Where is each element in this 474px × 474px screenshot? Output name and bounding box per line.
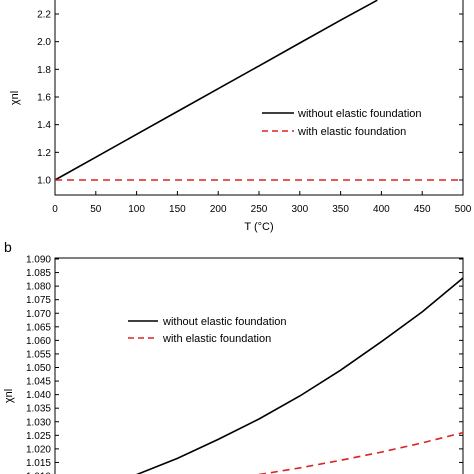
x-tick-label-a: 0	[52, 204, 58, 215]
y-tick-label-b: 1.085	[26, 268, 51, 279]
y-tick-label-a: 1.0	[37, 176, 51, 187]
x-tick-label-a: 500	[455, 204, 472, 215]
y-tick-label-a: 2.0	[37, 37, 51, 48]
y-tick-label-b: 1.050	[26, 363, 51, 374]
y-tick-label-b: 1.040	[26, 390, 51, 401]
panel-a: 1.0 1.2 1.4 1.6 1.8 2.0 2.2 0 50 100 150 200 250 300 3…	[9, 0, 472, 233]
y-tick-label-b: 1.030	[26, 417, 51, 428]
y-tick-label-a: 1.8	[37, 65, 51, 76]
y-tick-label-b: 1.080	[26, 282, 51, 293]
panel-a-y-axis-title: χnl	[9, 91, 21, 105]
panel-b-y-axis-title: χnl	[3, 389, 15, 403]
y-tick-label-b: 1.045	[26, 377, 51, 388]
panel-a-ticks: 1.0 1.2 1.4 1.6 1.8 2.0 2.2 0 50 100 150 200 250 300 3…	[37, 10, 472, 216]
x-tick-label-a: 450	[414, 204, 431, 215]
legend-a-label-with: with elastic foundation	[297, 126, 406, 138]
y-tick-label-b: 1.070	[26, 309, 51, 320]
x-tick-label-a: 50	[90, 204, 102, 215]
series-line-a-without-foundation	[54, 0, 378, 181]
x-tick-label-a: 250	[251, 204, 268, 215]
panel-b: b 1.0101.0151.0201.0251.0301.0351.0401.0…	[3, 239, 464, 474]
panel-a-plot-frame	[54, 0, 464, 196]
panel-a-legend: without elastic foundation with elastic …	[262, 108, 422, 138]
panel-a-x-axis-title: T (°C)	[244, 221, 273, 233]
y-tick-label-a: 1.2	[37, 148, 51, 159]
y-tick-label-b: 1.020	[26, 444, 51, 455]
series-line-b-without-foundation	[136, 277, 464, 474]
panel-b-plot-frame	[54, 257, 464, 474]
y-tick-label-b: 1.010	[26, 472, 51, 474]
y-tick-label-b: 1.035	[26, 404, 51, 415]
legend-a-label-without: without elastic foundation	[297, 108, 422, 120]
y-tick-label-a: 1.4	[37, 120, 51, 131]
panel-b-letter: b	[4, 239, 12, 255]
x-tick-label-a: 300	[291, 204, 308, 215]
legend-b-label-without: without elastic foundation	[162, 316, 287, 328]
y-tick-label-b: 1.060	[26, 336, 51, 347]
y-tick-label-b: 1.065	[26, 322, 51, 333]
y-tick-label-b: 1.055	[26, 349, 51, 360]
y-tick-label-a: 2.2	[37, 10, 51, 21]
legend-b-label-with: with elastic foundation	[162, 333, 271, 345]
x-tick-label-a: 200	[210, 204, 227, 215]
series-line-b-with-foundation	[258, 431, 464, 474]
x-tick-label-a: 100	[128, 204, 145, 215]
y-tick-label-a: 1.6	[37, 93, 51, 104]
panel-b-ticks: 1.010 1.015 1.020 1.025 1.030 1.035 1.040 1.045…	[26, 255, 463, 474]
panel-b-legend: without elastic foundation with elastic …	[128, 316, 287, 345]
y-tick-label-b: 1.090	[26, 255, 51, 266]
panel-b-series	[136, 277, 464, 474]
y-tick-label-b: 1.025	[26, 431, 51, 442]
x-tick-label-a: 400	[373, 204, 390, 215]
panel-a-series	[54, 0, 463, 181]
x-tick-label-a: 150	[169, 204, 186, 215]
y-tick-label-b: 1.075	[26, 295, 51, 306]
x-tick-label-a: 350	[332, 204, 349, 215]
y-tick-label-b: 1.015	[26, 458, 51, 469]
